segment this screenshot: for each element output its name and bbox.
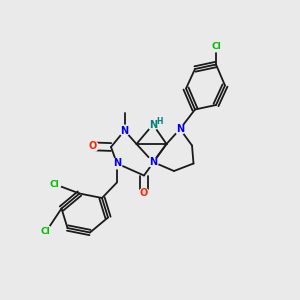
Text: N: N	[149, 157, 157, 167]
Text: N: N	[149, 119, 157, 130]
Ellipse shape	[112, 158, 122, 169]
Text: Cl: Cl	[49, 180, 59, 189]
Ellipse shape	[139, 188, 149, 199]
Ellipse shape	[175, 124, 185, 134]
Text: N: N	[120, 125, 129, 136]
Ellipse shape	[148, 157, 158, 167]
Text: N: N	[176, 124, 184, 134]
Text: Cl: Cl	[40, 226, 50, 236]
Ellipse shape	[148, 119, 158, 130]
Ellipse shape	[211, 41, 221, 52]
Ellipse shape	[41, 226, 52, 236]
Text: N: N	[113, 158, 121, 169]
Text: O: O	[89, 141, 97, 152]
Ellipse shape	[50, 179, 61, 190]
Ellipse shape	[88, 141, 98, 152]
Text: H: H	[156, 117, 163, 126]
Text: Cl: Cl	[211, 42, 221, 51]
Ellipse shape	[119, 125, 130, 136]
Text: O: O	[140, 188, 148, 199]
